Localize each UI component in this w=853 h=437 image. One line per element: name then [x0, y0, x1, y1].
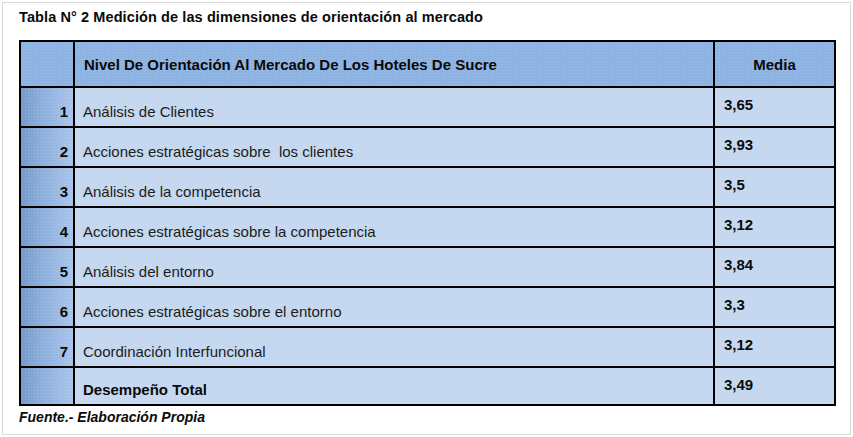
dimension-label: Análisis del entorno	[74, 247, 714, 287]
table-title: Tabla N° 2 Medición de las dimensiones d…	[19, 9, 483, 25]
dimension-column-header: Nivel De Orientación Al Mercado De Los H…	[74, 41, 714, 87]
total-media-value: 3,49	[714, 367, 835, 405]
row-number: 4	[20, 207, 74, 247]
total-label: Desempeño Total	[74, 367, 714, 405]
row-number: 5	[20, 247, 74, 287]
dimension-label: Análisis de Clientes	[74, 87, 714, 127]
total-row: Desempeño Total 3,49	[20, 367, 835, 405]
corner-header-cell	[20, 41, 74, 87]
table-header-row: Nivel De Orientación Al Mercado De Los H…	[20, 41, 835, 87]
table-row: 7 Coordinación Interfuncional 3,12	[20, 327, 835, 367]
source-note: Fuente.- Elaboración Propia	[19, 409, 205, 425]
dimension-label: Acciones estratégicas sobre el entorno	[74, 287, 714, 327]
dimension-label: Análisis de la competencia	[74, 167, 714, 207]
media-value: 3,93	[714, 127, 835, 167]
dimension-label: Acciones estratégicas sobre los clientes	[74, 127, 714, 167]
market-orientation-table: Nivel De Orientación Al Mercado De Los H…	[19, 40, 836, 406]
media-value: 3,65	[714, 87, 835, 127]
table-row: 5 Análisis del entorno 3,84	[20, 247, 835, 287]
media-value: 3,12	[714, 327, 835, 367]
media-value: 3,3	[714, 287, 835, 327]
row-number: 6	[20, 287, 74, 327]
media-value: 3,5	[714, 167, 835, 207]
row-number: 7	[20, 327, 74, 367]
row-number	[20, 367, 74, 405]
table-row: 1 Análisis de Clientes 3,65	[20, 87, 835, 127]
dimension-label: Coordinación Interfuncional	[74, 327, 714, 367]
table-row: 3 Análisis de la competencia 3,5	[20, 167, 835, 207]
row-number: 3	[20, 167, 74, 207]
media-value: 3,12	[714, 207, 835, 247]
dimension-label: Acciones estratégicas sobre la competenc…	[74, 207, 714, 247]
media-column-header: Media	[714, 41, 835, 87]
table-row: 4 Acciones estratégicas sobre la compete…	[20, 207, 835, 247]
row-number: 2	[20, 127, 74, 167]
table-row: 6 Acciones estratégicas sobre el entorno…	[20, 287, 835, 327]
media-value: 3,84	[714, 247, 835, 287]
table-row: 2 Acciones estratégicas sobre los client…	[20, 127, 835, 167]
row-number: 1	[20, 87, 74, 127]
